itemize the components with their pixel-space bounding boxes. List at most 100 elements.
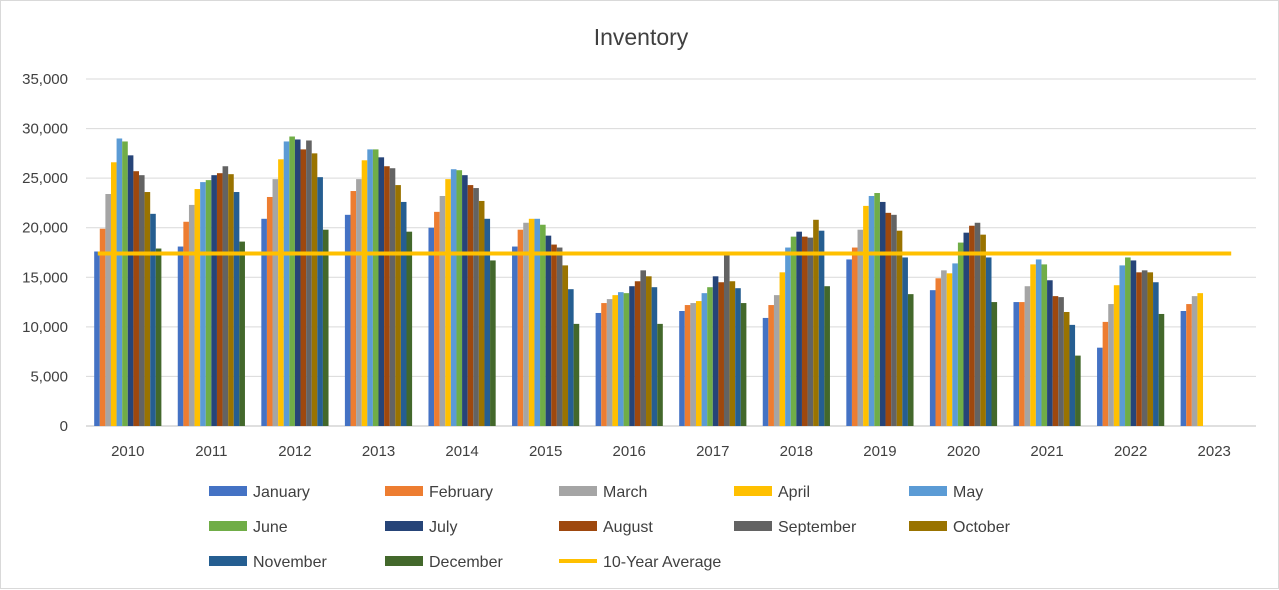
legend-label: November (253, 554, 327, 571)
bar-july-2021 (1047, 280, 1053, 426)
bar-march-2017 (690, 303, 696, 426)
legend-label: October (953, 519, 1011, 536)
bar-august-2013 (384, 166, 390, 426)
bar-november-2018 (818, 230, 825, 426)
bar-november-2016 (651, 287, 658, 426)
bar-february-2013 (350, 191, 357, 426)
bar-may-2018 (785, 247, 791, 426)
bar-march-2019 (857, 229, 864, 426)
bar-november-2015 (568, 289, 574, 426)
bar-august-2021 (1052, 296, 1059, 426)
y-tick-label: 5,000 (30, 368, 68, 385)
bar-december-2015 (573, 323, 580, 426)
bar-september-2016 (640, 270, 647, 426)
bar-july-2012 (294, 139, 301, 426)
y-tick-label: 0 (60, 418, 68, 435)
bar-october-2021 (1063, 311, 1070, 426)
bar-march-2015 (523, 222, 529, 426)
bar-september-2019 (891, 214, 897, 426)
bar-september-2010 (138, 175, 145, 426)
bar-december-2016 (657, 323, 663, 426)
bar-march-2023 (1191, 296, 1198, 426)
legend-swatch-july (385, 521, 423, 531)
bar-june-2016 (623, 293, 630, 426)
x-tick-label: 2011 (195, 443, 227, 460)
bar-june-2021 (1041, 264, 1048, 426)
y-tick-label: 35,000 (22, 71, 68, 88)
legend-swatch-february (385, 486, 423, 496)
bar-june-2012 (289, 136, 295, 426)
bar-september-2011 (222, 166, 229, 426)
bar-december-2011 (239, 241, 245, 426)
legend-swatch-august (559, 521, 597, 531)
bar-april-2019 (863, 205, 869, 426)
bar-september-2020 (974, 222, 981, 426)
bar-january-2017 (679, 310, 685, 426)
bar-august-2022 (1136, 272, 1142, 426)
bar-april-2020 (946, 273, 953, 426)
bar-december-2017 (740, 303, 747, 426)
bar-july-2014 (462, 175, 468, 426)
x-tick-label: 2023 (1198, 443, 1231, 460)
bar-february-2022 (1102, 321, 1109, 426)
bar-june-2013 (372, 149, 379, 427)
x-tick-label: 2014 (445, 443, 478, 460)
legend-swatch-june (209, 521, 247, 531)
bar-may-2019 (868, 195, 875, 426)
bar-september-2015 (556, 247, 563, 426)
x-tick-label: 2021 (1030, 443, 1063, 460)
bar-april-2010 (110, 162, 117, 426)
bar-october-2016 (646, 276, 652, 426)
bar-january-2012 (261, 218, 267, 426)
bar-april-2022 (1113, 285, 1120, 426)
bar-august-2017 (718, 282, 724, 426)
legend-swatch-september (734, 521, 772, 531)
legend-label: 10-Year Average (603, 554, 721, 571)
bar-april-2023 (1197, 293, 1204, 426)
bar-january-2011 (177, 246, 184, 426)
bar-march-2010 (105, 194, 111, 426)
x-tick-label: 2022 (1114, 443, 1147, 460)
bar-june-2018 (790, 236, 797, 426)
bar-february-2011 (183, 221, 189, 426)
bar-december-2014 (490, 260, 496, 426)
bar-april-2015 (528, 218, 535, 426)
bar-october-2018 (813, 219, 819, 426)
legend-label: September (778, 519, 857, 536)
bar-december-2019 (907, 294, 914, 426)
y-tick-label: 20,000 (22, 220, 68, 237)
legend-label: July (429, 519, 457, 536)
bar-may-2011 (200, 182, 206, 426)
bar-may-2022 (1119, 265, 1126, 426)
legend-label: May (953, 484, 983, 501)
x-tick-label: 2010 (111, 443, 144, 460)
bar-january-2010 (94, 251, 100, 426)
bar-august-2014 (467, 185, 474, 426)
bar-october-2020 (980, 234, 986, 426)
legend-label: February (429, 484, 493, 501)
bar-october-2017 (729, 281, 736, 426)
bar-july-2022 (1130, 260, 1137, 426)
bar-november-2011 (233, 192, 240, 426)
bar-april-2017 (695, 301, 702, 426)
legend-swatch-november (209, 556, 247, 566)
bar-september-2021 (1058, 297, 1064, 426)
bar-september-2017 (723, 255, 730, 426)
bar-april-2011 (194, 189, 201, 426)
bar-february-2016 (601, 303, 607, 426)
bar-june-2011 (205, 180, 212, 426)
legend-swatch-april (734, 486, 772, 496)
y-axis: 0 5,000 10,000 15,000 20,000 25,000 30,000 35,0… (22, 71, 68, 435)
bar-june-2017 (707, 287, 713, 426)
bar-january-2016 (595, 312, 602, 426)
y-tick-label: 15,000 (22, 269, 68, 286)
bar-july-2017 (712, 276, 719, 426)
bar-july-2015 (545, 235, 552, 426)
x-axis: 2010 2011 2012 2013 2014 2015 2016 2017 2018 2019… (111, 443, 1231, 460)
bar-april-2012 (278, 159, 284, 426)
bar-december-2013 (406, 231, 413, 426)
bar-december-2012 (322, 229, 329, 426)
bar-september-2022 (1141, 270, 1148, 426)
